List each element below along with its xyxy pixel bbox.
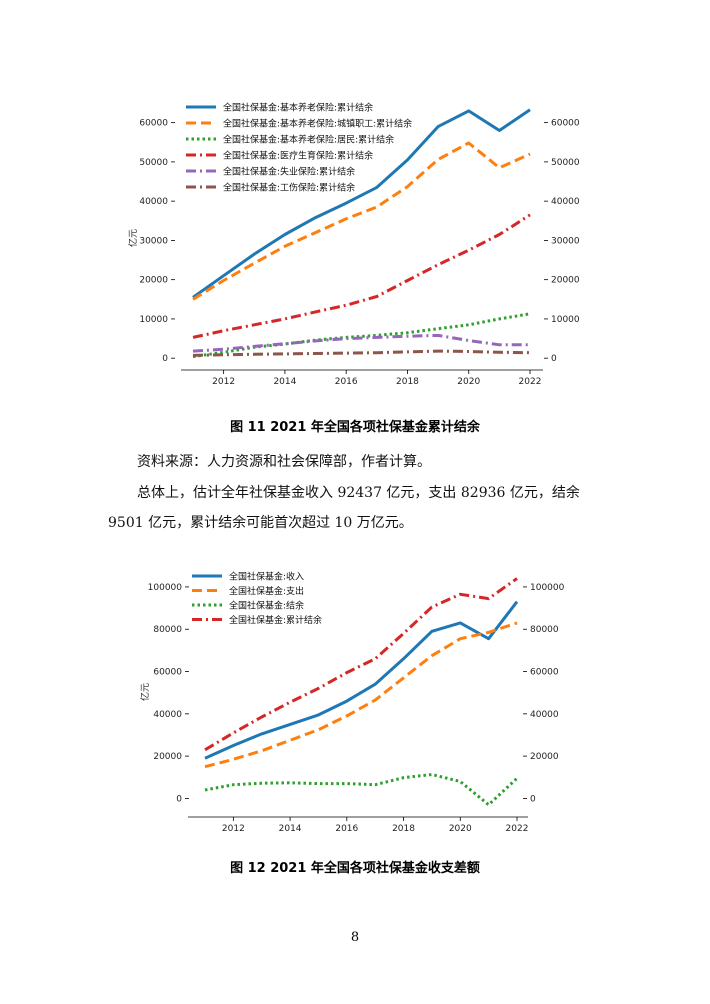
y-tick-label-right: 60000 xyxy=(551,119,580,129)
series-line-1 xyxy=(204,621,518,769)
x-tick-label: 2022 xyxy=(519,377,542,387)
figure-12-chart: 2012 2014 2016 2018 2020 2022 0 0 20000 20000 4000… xyxy=(0,558,710,842)
y-tick-label-right: 40000 xyxy=(551,197,580,207)
y-tick-label-left: 40000 xyxy=(139,197,168,207)
y-tick-label-right: 80000 xyxy=(530,625,559,635)
legend-label-4: 全国社保基金:失业保险:累计结余 xyxy=(223,166,355,178)
series-line-4 xyxy=(192,333,530,353)
figure-12-caption: 图 12 2021 年全国各项社保基金收支差额 xyxy=(230,861,480,876)
legend-label-0: 全国社保基金:基本养老保险:累计结余 xyxy=(223,102,373,114)
y-tick-label-left: 100000 xyxy=(148,583,183,593)
x-tick-label: 2018 xyxy=(396,377,419,387)
y-tick-label-left: 20000 xyxy=(153,752,182,762)
x-tick-label: 2016 xyxy=(335,377,358,387)
y-tick-label-right: 50000 xyxy=(551,158,580,168)
y-tick-label-left: 50000 xyxy=(139,158,168,168)
y-tick-label-left: 20000 xyxy=(139,276,168,286)
x-tick-label: 2012 xyxy=(222,824,245,834)
x-tick-label: 2014 xyxy=(273,377,296,387)
legend-label-3: 全国社保基金:医疗生育保险:累计结余 xyxy=(223,150,373,162)
y-tick-label-left: 0 xyxy=(162,354,168,364)
series-line-3 xyxy=(192,213,531,339)
figure-11-caption: 图 11 2021 年全国各项社保基金累计结余 xyxy=(230,420,480,435)
y-tick-label-left: 60000 xyxy=(153,668,182,678)
y-tick-label-left: 40000 xyxy=(153,710,182,720)
figure-12-svg: 2012 2014 2016 2018 2020 2022 0 0 20000 20000 4000… xyxy=(139,571,565,835)
x-tick-label: 2012 xyxy=(212,377,235,387)
legend-label-5: 全国社保基金:工伤保险:累计结余 xyxy=(223,182,355,194)
series-line-2 xyxy=(204,773,519,807)
y-axis-label: 亿元 xyxy=(139,683,151,701)
legend-label-2: 全国社保基金:结余 xyxy=(229,600,304,612)
y-axis-label: 亿元 xyxy=(127,229,139,247)
x-tick-label: 2018 xyxy=(392,824,415,834)
page-number: 8 xyxy=(350,930,360,945)
y-tick-label-right: 30000 xyxy=(551,236,580,246)
series-line-5 xyxy=(192,349,531,357)
series-line-3 xyxy=(204,577,518,752)
figure-11-chart: 2012 2014 2016 2018 2020 2022 0 0 10000 10000 2000… xyxy=(0,90,710,399)
legend-label-2: 全国社保基金:基本养老保险:居民:累计结余 xyxy=(223,134,394,146)
x-tick-label: 2020 xyxy=(449,824,472,834)
y-tick-label-right: 20000 xyxy=(551,276,580,286)
y-tick-label-right: 60000 xyxy=(530,668,559,678)
y-tick-label-left: 30000 xyxy=(139,236,168,246)
series-line-1 xyxy=(192,141,531,301)
x-tick-label: 2020 xyxy=(457,377,480,387)
x-tick-label: 2016 xyxy=(335,824,358,834)
y-tick-label-left: 0 xyxy=(176,794,182,804)
series-line-0 xyxy=(204,600,519,760)
x-tick-label: 2014 xyxy=(279,824,302,834)
series-line-0 xyxy=(192,108,531,299)
y-tick-label-right: 40000 xyxy=(530,710,559,720)
legend-label-1: 全国社保基金:基本养老保险:城镇职工:累计结余 xyxy=(223,118,412,130)
y-tick-label-left: 10000 xyxy=(139,315,168,325)
legend-label-3: 全国社保基金:累计结余 xyxy=(229,614,322,626)
legend-label-1: 全国社保基金:支出 xyxy=(229,585,304,597)
source-note: 资料来源：人力资源和社会保障部，作者计算。 xyxy=(137,454,431,470)
y-tick-label-right: 100000 xyxy=(530,583,565,593)
y-tick-label-right: 0 xyxy=(551,354,557,364)
y-tick-label-left: 80000 xyxy=(153,625,182,635)
x-tick-label: 2022 xyxy=(506,824,529,834)
y-tick-label-right: 10000 xyxy=(551,315,580,325)
series-line-2 xyxy=(192,312,531,359)
summary-paragraph: 总体上，估计全年社保基金收入 92437 亿元，支出 82936 亿元，结余 9… xyxy=(108,485,580,531)
y-tick-label-right: 20000 xyxy=(530,752,559,762)
legend-label-0: 全国社保基金:收入 xyxy=(229,571,304,583)
y-tick-label-right: 0 xyxy=(530,794,536,804)
figure-11-svg: 2012 2014 2016 2018 2020 2022 0 0 10000 10000 2000… xyxy=(127,102,580,388)
y-tick-label-left: 60000 xyxy=(139,119,168,129)
